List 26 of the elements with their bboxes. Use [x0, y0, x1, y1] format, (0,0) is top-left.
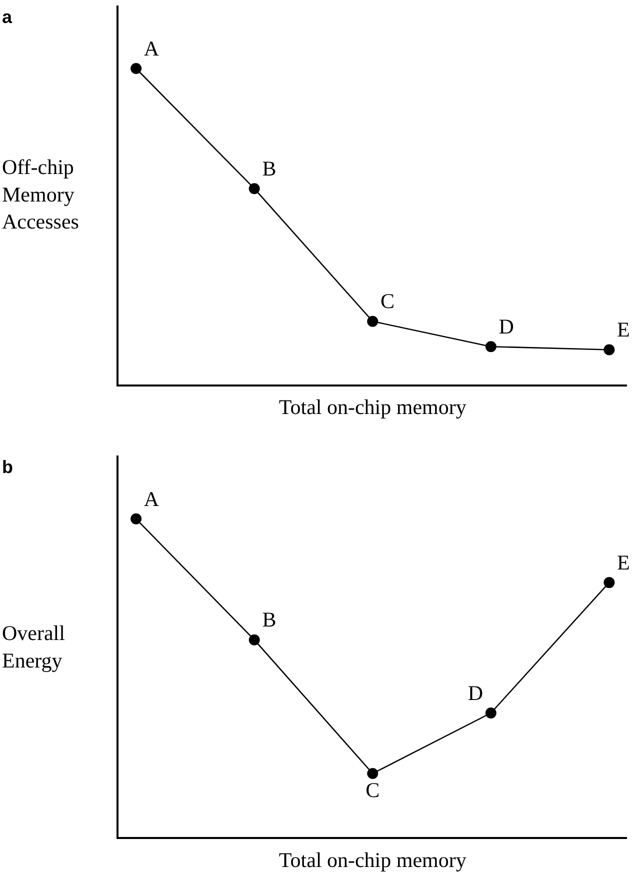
annotation: C: [380, 289, 395, 314]
point: [367, 768, 378, 779]
chart-title: b: [2, 457, 13, 477]
x-axis-title: Total on-chip memory: [278, 395, 467, 420]
point: [485, 341, 496, 352]
text: A: [144, 36, 160, 60]
point: [130, 513, 142, 524]
point: [367, 316, 378, 327]
annotation: B: [262, 156, 276, 180]
point: [130, 63, 142, 74]
annotation: D: [468, 680, 484, 705]
point: [248, 183, 260, 194]
chart-title: a: [2, 7, 13, 27]
annotation: D: [498, 314, 514, 338]
point: [604, 577, 615, 588]
annotation: E: [617, 550, 630, 574]
annotation: C: [366, 778, 380, 802]
annotation: B: [262, 608, 276, 632]
y-axis-title: Off-chip Memory Accesses: [2, 155, 79, 234]
point: [604, 344, 615, 356]
x-axis-title: Total on-chip memory: [278, 848, 467, 872]
point: [248, 634, 260, 646]
annotation: E: [617, 318, 630, 342]
y-axis-title: Overall Energy: [2, 621, 66, 672]
text: A: [144, 486, 160, 511]
point: [485, 708, 496, 719]
